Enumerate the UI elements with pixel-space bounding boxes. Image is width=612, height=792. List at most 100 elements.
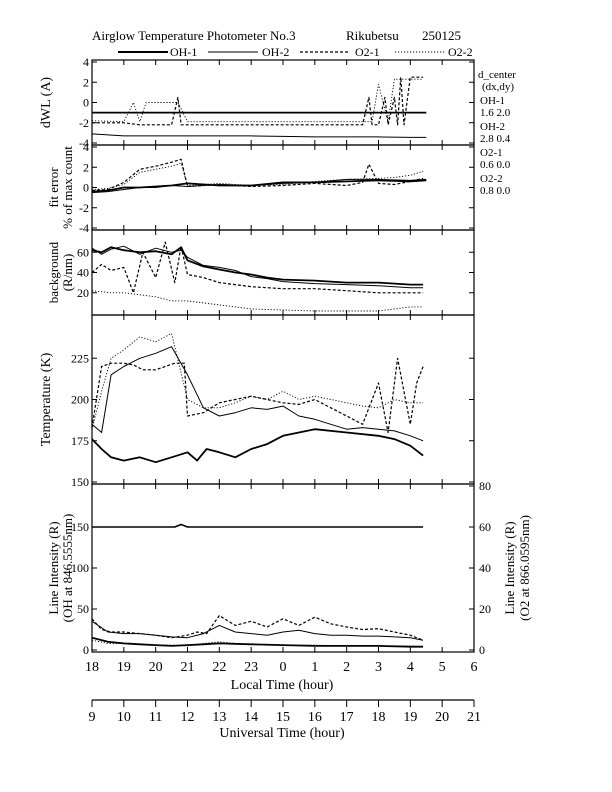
ytick-label-intensity-1: 50 <box>77 602 89 616</box>
y2tick-label-intensity-4: 80 <box>479 479 491 493</box>
lt-tick-label-2: 20 <box>149 660 163 675</box>
lt-tick-label-10: 4 <box>407 660 414 675</box>
ytick-label-temperature-2: 200 <box>71 393 89 407</box>
y2tick-label-intensity-2: 40 <box>479 561 491 575</box>
ytick-label-dwl-4: 4 <box>83 55 89 69</box>
side-name-o21: O2-1 <box>480 147 503 159</box>
ytick-label-dwl-1: -2 <box>79 116 89 130</box>
y2tick-label-intensity-1: 20 <box>479 602 491 616</box>
panel-frame-background <box>91 229 475 316</box>
ylabel-temperature: Temperature (K) <box>39 352 54 446</box>
side-value-oh1: 1.6 2.0 <box>480 107 511 119</box>
ylabel-background: background <box>46 241 61 303</box>
ut-tick-label-1: 10 <box>117 710 131 725</box>
series-background-oh2 <box>92 245 424 289</box>
panels: -4 -2 0 2 4 dWL (A) -4 -2 0 2 4 fit error% of max c… <box>39 55 532 657</box>
ytick-label-fit_error-4: 4 <box>83 140 89 154</box>
lt-tick-label-11: 5 <box>439 660 446 675</box>
series-fit_error-o22 <box>92 162 424 190</box>
ytick-label-dwl-3: 2 <box>83 75 89 89</box>
chart-site: Rikubetsu <box>346 28 399 43</box>
lt-tick-label-12: 6 <box>471 660 478 675</box>
panel-frame-intensity <box>91 483 475 653</box>
legend-label-o21: O2-1 <box>355 45 380 59</box>
ytick-label-dwl-2: 0 <box>83 96 89 110</box>
series-temperature-oh1 <box>92 428 424 464</box>
series-dwl-o22 <box>92 78 424 123</box>
y2tick-label-intensity-3: 60 <box>479 520 491 534</box>
y2tick-label-intensity-0: 0 <box>479 643 485 657</box>
ut-tick-label-5: 14 <box>244 710 258 725</box>
ut-tick-label-4: 13 <box>212 710 226 725</box>
legend-label-oh1: OH-1 <box>170 45 197 59</box>
side-header: d_center <box>478 69 516 81</box>
panel-background: 20 40 60 background (R/nm) <box>46 229 475 316</box>
legend-label-oh2: OH-2 <box>262 45 289 59</box>
series-dwl-o21 <box>92 76 424 126</box>
ytick-label-background-1: 40 <box>77 266 89 280</box>
local-time-label: Local Time (hour) <box>231 678 334 693</box>
ytick-label-dwl-0: -4 <box>79 136 89 150</box>
side-notes: d_center (dx,dy) OH-1 1.6 2.0 OH-2 2.8 0… <box>478 69 516 197</box>
legend: OH-1 OH-2 O2-1 O2-2 <box>118 45 473 59</box>
ylabel-intensity: Line Intensity (R) <box>46 521 61 614</box>
ytick-label-fit_error-3: 2 <box>83 160 89 174</box>
lt-tick-label-3: 21 <box>181 660 195 675</box>
series-temperature-o21 <box>92 357 424 434</box>
ytick-label-temperature-3: 225 <box>71 351 89 365</box>
series-temperature-o22 <box>92 333 424 430</box>
ylabel-fit_error: fit error <box>46 167 61 208</box>
ytick-label-temperature-0: 150 <box>71 475 89 489</box>
series-background-o21 <box>92 241 424 294</box>
ut-tick-label-3: 12 <box>181 710 195 725</box>
ut-tick-label-11: 20 <box>435 710 449 725</box>
ut-tick-label-8: 17 <box>340 710 354 725</box>
ylabel-dwl: dWL (A) <box>39 77 54 129</box>
series-intensity-o21 <box>92 614 424 641</box>
chart-title: Airglow Temperature Photometer No.3 <box>92 28 296 43</box>
panel-dwl: -4 -2 0 2 4 dWL (A) <box>39 55 475 150</box>
panel-temperature: 150 175 200 225 Temperature (K) <box>39 314 475 489</box>
series-dwl-oh2 <box>92 133 427 138</box>
lt-tick-label-5: 23 <box>244 660 258 675</box>
lt-tick-label-9: 3 <box>375 660 382 675</box>
ytick-label-intensity-3: 150 <box>71 520 89 534</box>
series-background-oh1 <box>92 246 424 286</box>
series-background-o22 <box>92 290 424 312</box>
ytick-label-intensity-2: 100 <box>71 561 89 575</box>
ylabel2-intensity: (OH at 846.5555nm) <box>60 514 75 623</box>
lt-tick-label-6: 0 <box>280 660 287 675</box>
series-fit_error-oh1 <box>92 179 427 193</box>
ut-tick-label-10: 19 <box>403 710 417 725</box>
side-name-oh2: OH-2 <box>480 121 505 133</box>
ylabel2-background: (R/nm) <box>60 254 75 292</box>
ut-tick-label-6: 15 <box>276 710 290 725</box>
side-name-oh1: OH-1 <box>480 95 505 107</box>
universal-time-axis: 9 10 11 12 13 14 15 16 17 18 19 20 21 <box>89 699 481 725</box>
side-value-oh2: 2.8 0.4 <box>480 133 511 145</box>
lt-tick-label-4: 22 <box>212 660 226 675</box>
lt-tick-label-7: 1 <box>311 660 318 675</box>
series-intensity-oh1 <box>92 636 424 648</box>
chart-date: 250125 <box>422 28 461 43</box>
lt-tick-label-8: 2 <box>343 660 350 675</box>
local-time-axis: 18 19 20 21 22 23 0 1 2 3 4 5 6 <box>85 660 478 675</box>
ut-tick-label-9: 18 <box>372 710 386 725</box>
series-fit_error-o21 <box>92 158 424 192</box>
ut-tick-label-12: 21 <box>467 710 481 725</box>
lt-tick-label-1: 19 <box>117 660 131 675</box>
ut-tick-label-7: 16 <box>308 710 322 725</box>
lt-tick-label-0: 18 <box>85 660 99 675</box>
legend-label-o22: O2-2 <box>448 45 473 59</box>
ytick-label-fit_error-1: -2 <box>79 201 89 215</box>
panel-fit_error: -4 -2 0 2 4 fit error% of max count <box>46 140 475 235</box>
side-value-o22: 0.8 0.0 <box>480 185 511 197</box>
series-intensity-o22 <box>92 639 424 648</box>
universal-time-label: Universal Time (hour) <box>219 726 345 741</box>
ylabel2-fit_error: % of max count <box>60 146 75 229</box>
y2label-intensity: Line Intensity (R) <box>502 521 517 614</box>
ytick-label-background-0: 20 <box>77 286 89 300</box>
ut-tick-label-0: 9 <box>89 710 96 725</box>
